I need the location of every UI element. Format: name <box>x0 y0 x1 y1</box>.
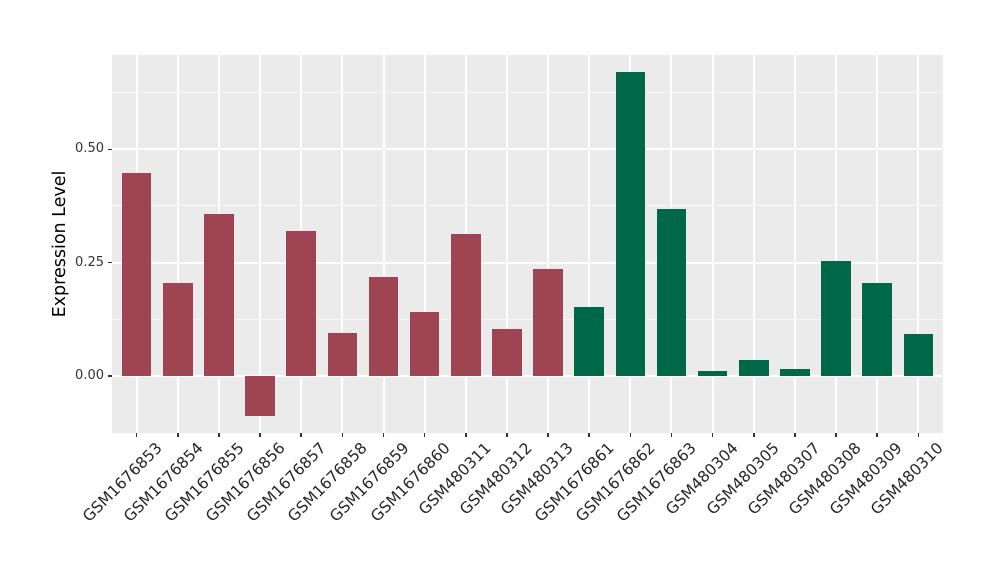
x-tick-mark <box>835 433 837 437</box>
x-tick-mark <box>547 433 549 437</box>
plot-panel <box>112 55 943 433</box>
bar-GSM480308 <box>821 260 851 376</box>
gridline-major-y <box>112 261 943 264</box>
gridline-vert-x <box>176 55 179 433</box>
y-tick-label: 0.00 <box>75 367 104 383</box>
bar-GSM1676858 <box>327 332 358 376</box>
x-tick-mark <box>711 433 714 437</box>
gridline-major-y <box>112 374 943 377</box>
gridline-vert-x <box>917 55 920 433</box>
gridline-minor-y <box>112 205 943 207</box>
gridline-vert-x <box>588 55 591 433</box>
x-tick-mark <box>177 433 179 437</box>
bar-GSM1676854 <box>163 282 193 376</box>
gridline-vert-x <box>547 55 550 433</box>
bar-GSM480310 <box>903 333 934 376</box>
bar-GSM480305 <box>738 360 769 376</box>
gridline-vert-x <box>876 55 879 433</box>
bar-GSM1676860 <box>409 311 440 376</box>
x-tick-mark <box>876 433 878 437</box>
bar-GSM1676856 <box>245 375 275 417</box>
gridline-vert-x <box>259 55 262 433</box>
gridline-minor-y <box>112 318 943 320</box>
x-tick-mark <box>917 433 920 437</box>
gridline-vert-x <box>423 55 426 433</box>
bar-GSM1676855 <box>204 214 234 376</box>
bar-GSM480312 <box>492 328 522 376</box>
gridline-vert-x <box>711 55 714 433</box>
x-tick-mark <box>629 433 632 437</box>
x-tick-mark <box>588 433 590 437</box>
bar-GSM1676853 <box>121 173 152 376</box>
bar-GSM480313 <box>533 269 563 376</box>
bar-GSM480307 <box>780 368 810 376</box>
bar-GSM1676863 <box>656 208 687 376</box>
x-tick-mark <box>218 433 220 437</box>
x-tick-mark <box>423 433 426 437</box>
gridline-vert-x <box>382 55 385 433</box>
x-tick-mark <box>341 433 344 437</box>
x-tick-mark <box>382 433 385 437</box>
gridline-vert-x <box>793 55 796 433</box>
y-tick-mark <box>108 261 112 264</box>
gridline-vert-x <box>752 55 755 433</box>
bar-GSM480311 <box>450 233 481 376</box>
x-tick-mark <box>670 433 673 437</box>
bar-GSM1676862 <box>615 72 646 376</box>
y-tick-label: 0.50 <box>75 141 104 157</box>
x-tick-mark <box>300 433 302 437</box>
x-tick-mark <box>135 433 138 437</box>
bar-GSM1676859 <box>368 277 399 376</box>
x-tick-mark <box>506 433 508 437</box>
bar-GSM480309 <box>862 282 892 376</box>
bar-GSM1676861 <box>574 306 604 376</box>
x-tick-mark <box>753 433 755 437</box>
x-tick-mark <box>259 433 261 437</box>
gridline-vert-x <box>505 55 508 433</box>
bar-GSM480304 <box>697 370 728 376</box>
bar-GSM1676857 <box>286 230 317 376</box>
x-tick-mark <box>794 433 796 437</box>
gridline-minor-y <box>112 92 943 94</box>
y-tick-mark <box>108 148 112 151</box>
x-tick-mark <box>465 433 467 437</box>
y-axis-title: Expression Level <box>50 170 70 318</box>
gridline-major-y <box>112 148 943 151</box>
y-tick-mark <box>108 375 112 377</box>
y-tick-label: 0.25 <box>75 254 104 270</box>
gridline-vert-x <box>835 55 838 433</box>
gridline-vert-x <box>341 55 344 433</box>
